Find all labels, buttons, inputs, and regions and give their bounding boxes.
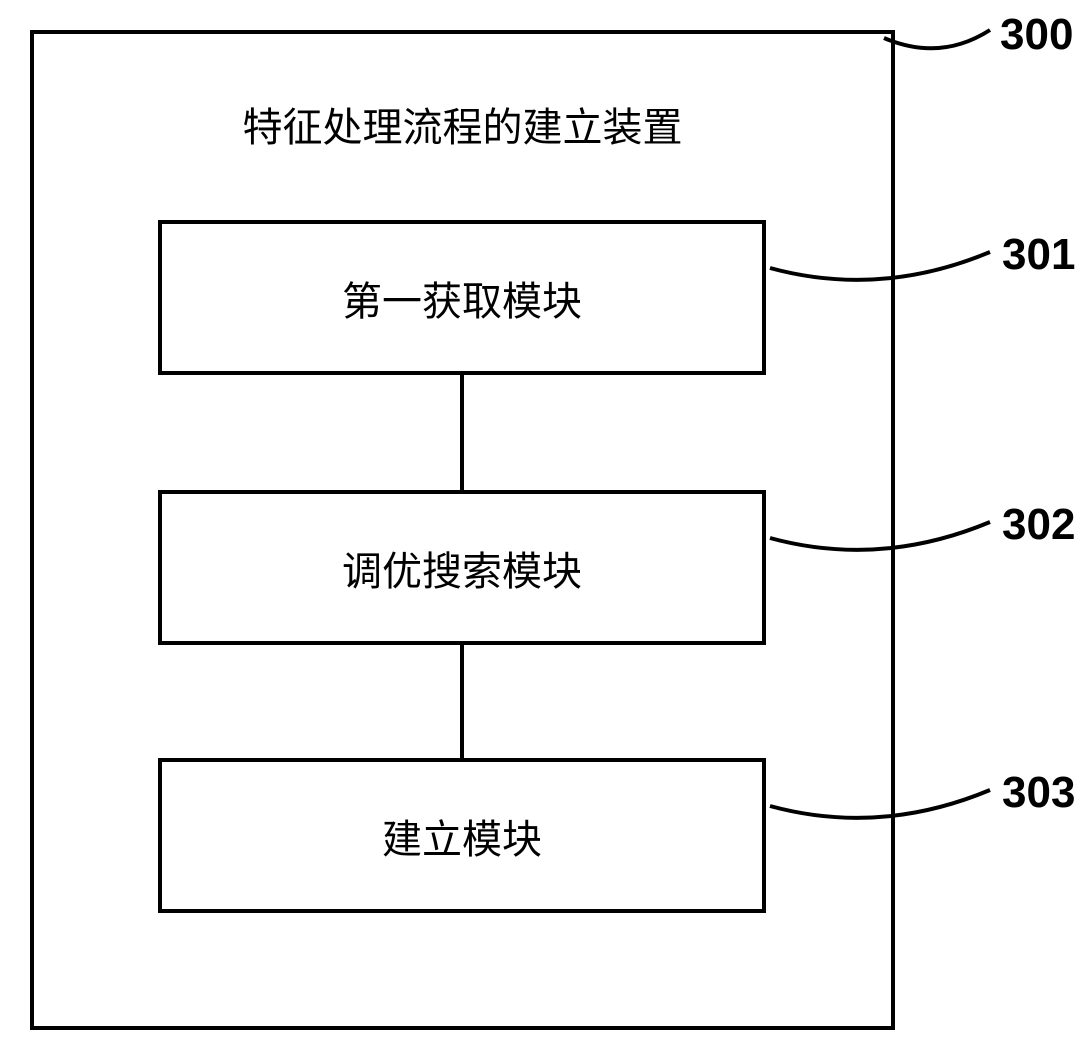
connector-line-2 <box>460 645 464 758</box>
connector-line-1 <box>460 375 464 490</box>
module-box-3-leader-line <box>0 0 1089 1059</box>
